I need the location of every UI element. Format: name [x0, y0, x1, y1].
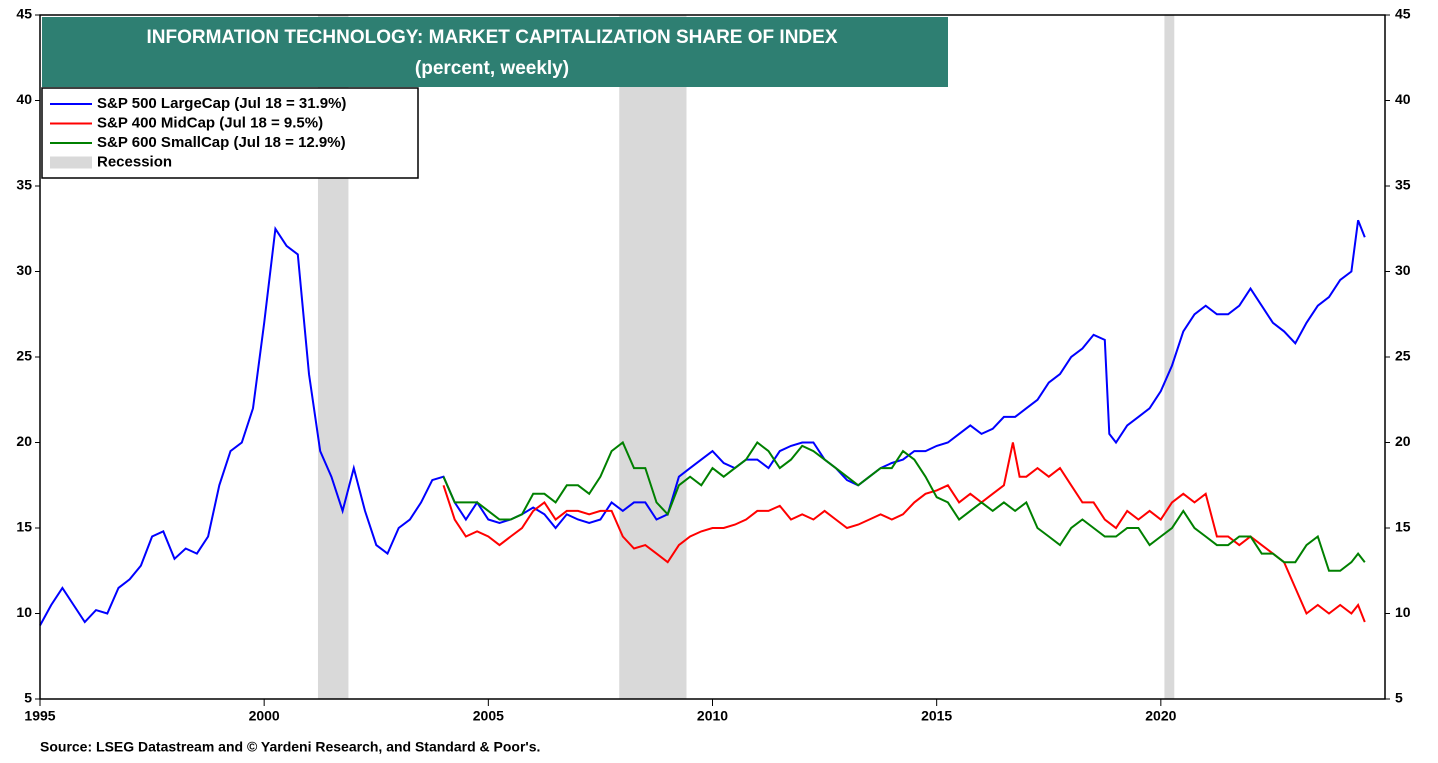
legend-label: Recession — [97, 153, 172, 170]
y2-tick-label: 30 — [1395, 262, 1411, 278]
series-line — [39, 219, 1366, 626]
y2-tick-label: 25 — [1395, 348, 1411, 364]
series-line — [442, 442, 1366, 623]
y-tick-label: 25 — [16, 348, 32, 364]
y2-tick-label: 45 — [1395, 6, 1411, 22]
x-tick-label: 2020 — [1145, 708, 1176, 724]
y-tick-label: 40 — [16, 91, 32, 107]
y2-tick-label: 5 — [1395, 690, 1403, 706]
chart-subtitle: (percent, weekly) — [415, 58, 569, 79]
x-tick-label: 2015 — [921, 708, 952, 724]
legend-label: S&P 400 MidCap (Jul 18 = 9.5%) — [97, 114, 323, 131]
y2-tick-label: 10 — [1395, 604, 1411, 620]
y2-tick-label: 40 — [1395, 91, 1411, 107]
legend-box — [41, 87, 419, 179]
x-tick-label: 2010 — [697, 708, 728, 724]
y-tick-label: 5 — [24, 690, 32, 706]
y-tick-label: 45 — [16, 6, 32, 22]
y-tick-label: 15 — [16, 519, 32, 535]
y-tick-label: 35 — [16, 177, 32, 193]
chart-title: INFORMATION TECHNOLOGY: MARKET CAPITALIZ… — [146, 27, 837, 48]
x-tick-label: 2005 — [473, 708, 504, 724]
y-tick-label: 10 — [16, 604, 32, 620]
x-tick-label: 1995 — [24, 708, 55, 724]
plot-frame — [39, 14, 1386, 700]
series-line — [442, 440, 1366, 572]
y-tick-label: 30 — [16, 262, 32, 278]
title-box — [42, 17, 948, 87]
source: Source: LSEG Datastream and © Yardeni Re… — [40, 739, 540, 755]
legend-label: S&P 500 LargeCap (Jul 18 = 31.9%) — [97, 95, 346, 112]
legend-label: S&P 600 SmallCap (Jul 18 = 12.9%) — [97, 134, 346, 151]
legend-swatch — [50, 156, 92, 169]
x-tick-label: 2000 — [249, 708, 280, 724]
recession-band — [1164, 15, 1175, 699]
y2-tick-label: 35 — [1395, 177, 1411, 193]
recession-band — [619, 15, 687, 699]
y2-tick-label: 15 — [1395, 519, 1411, 535]
y-tick-label: 20 — [16, 433, 32, 449]
y2-tick-label: 20 — [1395, 433, 1411, 449]
